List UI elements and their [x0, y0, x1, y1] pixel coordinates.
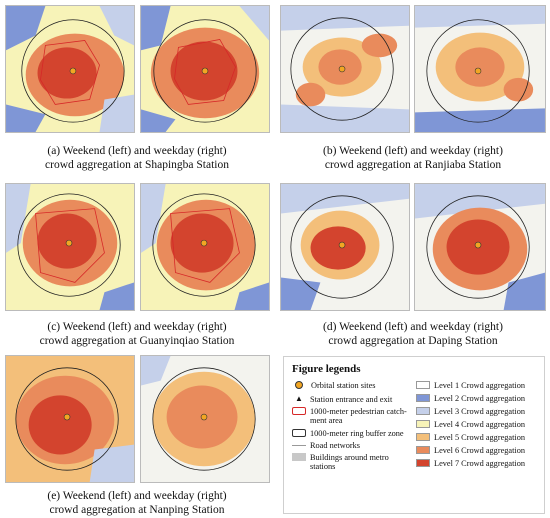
map-c-weekday — [140, 183, 270, 311]
caption-d: (d) Weekend (left) and weekday (right) c… — [278, 320, 548, 348]
legend-level-6: Level 6 Crowd aggregation — [416, 446, 525, 455]
building-icon — [292, 453, 306, 461]
caption-d-line1: (d) Weekend (left) and weekday (right) — [323, 321, 503, 333]
legend-buffer: 1000-meter ring buffer zone — [292, 429, 412, 438]
level-6-swatch — [416, 446, 430, 454]
map-d-weekday — [414, 183, 546, 311]
legend-level-1: Level 1 Crowd aggregation — [416, 381, 525, 390]
entrance-icon: ▲ — [295, 394, 303, 403]
map-c-weekend — [5, 183, 135, 311]
map-e-weekend — [5, 355, 135, 483]
map-d-weekend — [280, 183, 410, 311]
level-3-swatch — [416, 407, 430, 415]
level-1-swatch — [416, 381, 430, 389]
map-e-weekday — [140, 355, 270, 483]
caption-a: (a) Weekend (left) and weekday (right) c… — [2, 144, 272, 172]
caption-b-line2: crowd aggregation at Ranjiaba Station — [324, 159, 502, 171]
caption-b: (b) Weekend (left) and weekday (right) c… — [278, 144, 548, 172]
caption-d-line2: crowd aggregation at Daping Station — [328, 335, 498, 347]
caption-c-line2: crowd aggregation at Guanyinqiao Station — [39, 335, 235, 347]
legend-road: Road networks — [292, 441, 412, 450]
orbital-station-icon — [295, 381, 303, 389]
legend-orbital-station: Orbital station sites — [292, 381, 412, 390]
buffer-icon — [292, 429, 306, 437]
catchment-icon — [292, 407, 306, 415]
road-icon — [292, 441, 306, 446]
legend-level-5: Level 5 Crowd aggregation — [416, 433, 525, 442]
map-b-weekday — [414, 5, 546, 133]
level-5-swatch — [416, 433, 430, 441]
legend-level-4: Level 4 Crowd aggregation — [416, 420, 525, 429]
level-2-swatch — [416, 394, 430, 402]
caption-c: (c) Weekend (left) and weekday (right) c… — [2, 320, 272, 348]
legend-title: Figure legends — [292, 363, 361, 375]
legend-catchment: 1000-meter pedestrian catch-ment area — [292, 407, 412, 425]
figure-legend: Figure legends Orbital station sites ▲ S… — [283, 356, 545, 514]
level-7-swatch — [416, 459, 430, 467]
caption-c-line1: (c) Weekend (left) and weekday (right) — [47, 321, 227, 333]
legend-level-3: Level 3 Crowd aggregation — [416, 407, 525, 416]
caption-e-line2: crowd aggregation at Nanping Station — [49, 504, 225, 516]
legend-level-2: Level 2 Crowd aggregation — [416, 394, 525, 403]
caption-e-line1: (e) Weekend (left) and weekday (right) — [47, 490, 227, 502]
legend-level-7: Level 7 Crowd aggregation — [416, 459, 525, 468]
map-a-weekday — [140, 5, 270, 133]
level-4-swatch — [416, 420, 430, 428]
caption-a-line2: crowd aggregation at Shapingba Station — [45, 159, 229, 171]
map-a-weekend — [5, 5, 135, 133]
legend-entrance: ▲ Station entrance and exit — [292, 394, 412, 405]
caption-e: (e) Weekend (left) and weekday (right) c… — [2, 489, 272, 517]
map-b-weekend — [280, 5, 410, 133]
caption-a-line1: (a) Weekend (left) and weekday (right) — [47, 145, 227, 157]
legend-buildings: Buildings around metro stations — [292, 453, 412, 471]
caption-b-line1: (b) Weekend (left) and weekday (right) — [323, 145, 503, 157]
